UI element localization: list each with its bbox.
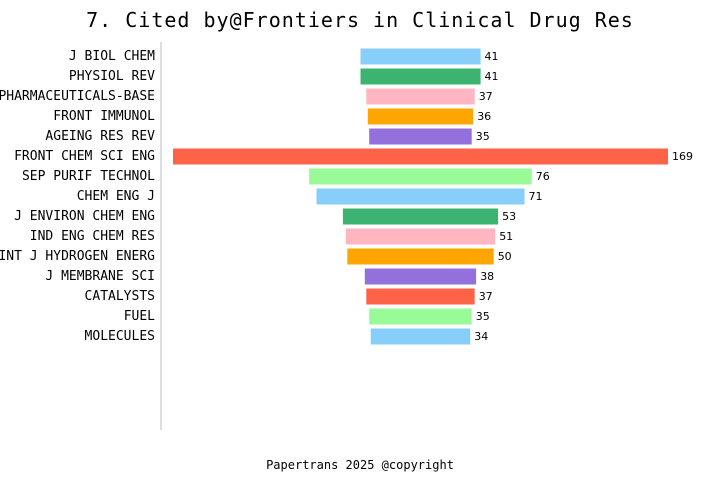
category-label-9: IND ENG CHEM RES bbox=[30, 229, 155, 244]
category-label-0: J BIOL CHEM bbox=[69, 49, 155, 64]
value-label-4: 35 bbox=[476, 130, 490, 143]
category-label-13: FUEL bbox=[124, 309, 155, 324]
category-label-2: PHARMACEUTICALS-BASE bbox=[0, 89, 155, 104]
category-label-1: PHYSIOL REV bbox=[69, 69, 155, 84]
value-label-7: 71 bbox=[529, 190, 543, 203]
value-label-0: 41 bbox=[485, 50, 499, 63]
category-label-10: INT J HYDROGEN ENERG bbox=[0, 249, 155, 264]
value-label-8: 53 bbox=[502, 210, 516, 223]
category-label-12: CATALYSTS bbox=[85, 289, 155, 304]
value-label-13: 35 bbox=[476, 310, 490, 323]
value-label-9: 51 bbox=[499, 230, 513, 243]
bar-11 bbox=[364, 268, 477, 285]
bar-1 bbox=[360, 68, 481, 85]
footer-copyright: Papertrans 2025 @copyright bbox=[266, 458, 454, 472]
bar-10 bbox=[347, 248, 494, 265]
category-label-5: FRONT CHEM SCI ENG bbox=[14, 149, 155, 164]
category-label-3: FRONT IMMUNOL bbox=[53, 109, 155, 124]
chart-title: 7. Cited by@Frontiers in Clinical Drug R… bbox=[86, 8, 634, 32]
value-label-2: 37 bbox=[479, 90, 493, 103]
bar-13 bbox=[369, 308, 472, 325]
category-label-11: J MEMBRANE SCI bbox=[45, 269, 155, 284]
bar-0 bbox=[360, 48, 481, 65]
value-label-10: 50 bbox=[498, 250, 512, 263]
category-label-7: CHEM ENG J bbox=[77, 189, 155, 204]
category-label-14: MOLECULES bbox=[85, 329, 155, 344]
bar-12 bbox=[366, 288, 475, 305]
value-label-11: 38 bbox=[480, 270, 494, 283]
value-label-5: 169 bbox=[672, 150, 693, 163]
bar-3 bbox=[367, 108, 474, 125]
value-label-14: 34 bbox=[474, 330, 488, 343]
category-label-6: SEP PURIF TECHNOL bbox=[22, 169, 155, 184]
value-label-1: 41 bbox=[485, 70, 499, 83]
category-label-8: J ENVIRON CHEM ENG bbox=[14, 209, 155, 224]
bar-7 bbox=[316, 188, 525, 205]
value-label-12: 37 bbox=[479, 290, 493, 303]
bar-5 bbox=[173, 148, 668, 165]
category-label-4: AGEING RES REV bbox=[45, 129, 155, 144]
bar-6 bbox=[309, 168, 532, 185]
bar-4 bbox=[369, 128, 472, 145]
bar-2 bbox=[366, 88, 475, 105]
bar-9 bbox=[345, 228, 496, 245]
value-label-3: 36 bbox=[477, 110, 491, 123]
bar-14 bbox=[370, 328, 471, 345]
bar-8 bbox=[342, 208, 499, 225]
value-label-6: 76 bbox=[536, 170, 550, 183]
